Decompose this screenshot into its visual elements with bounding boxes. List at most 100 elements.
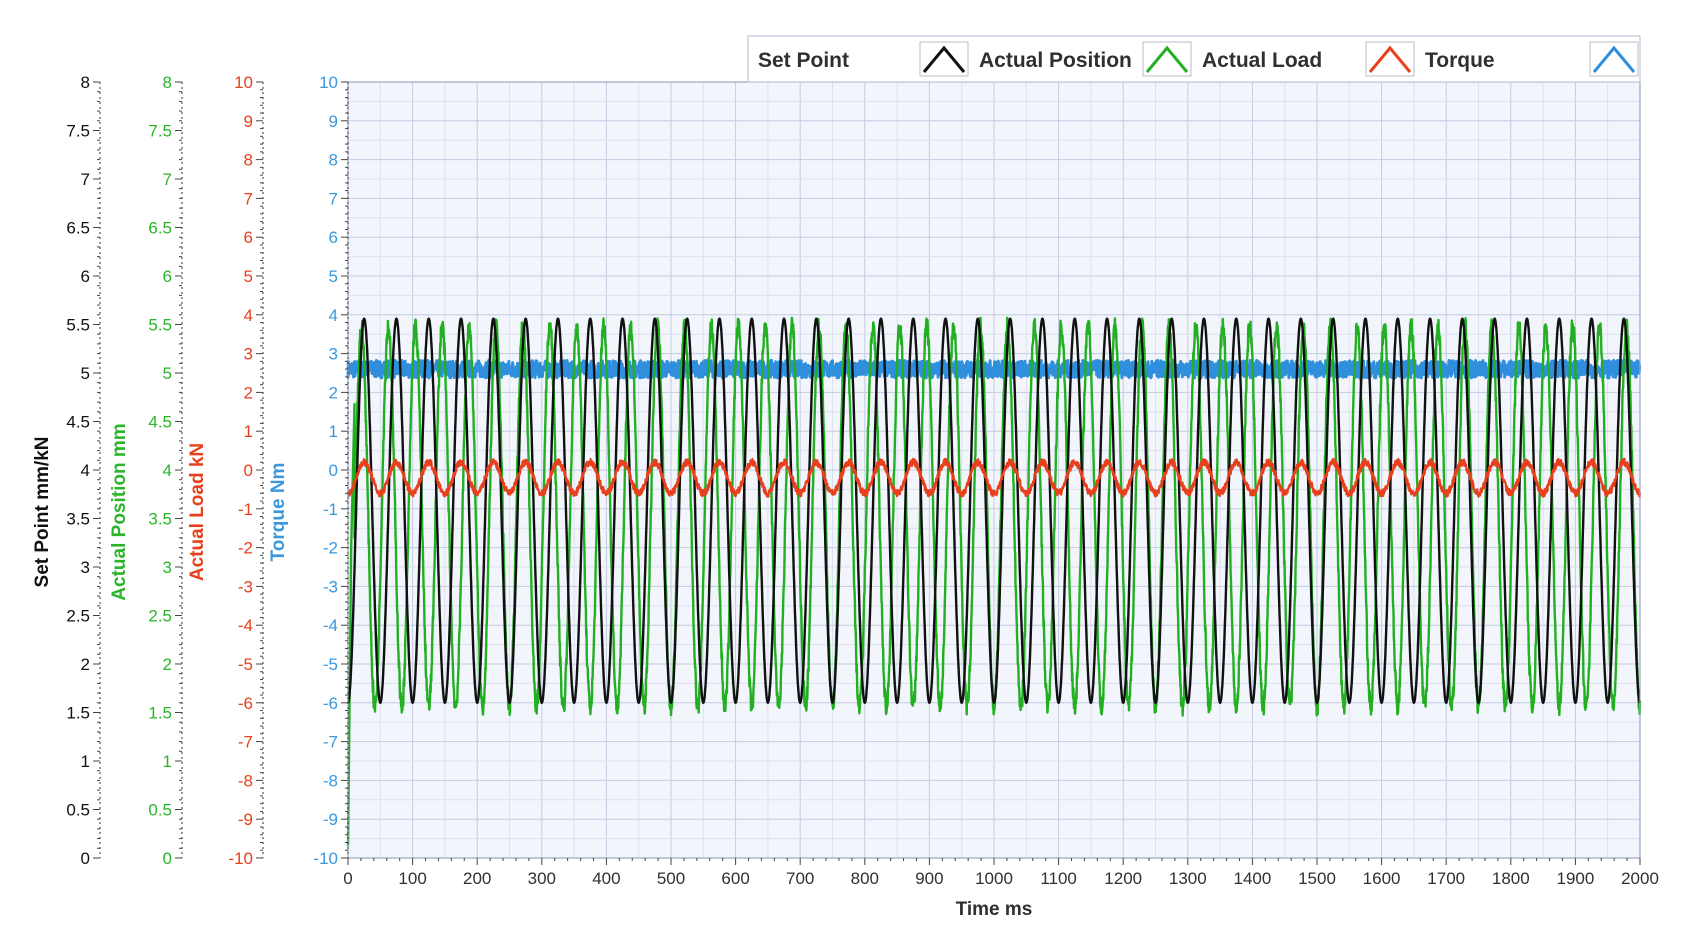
x-tick-label: 600 (721, 869, 749, 888)
y-tick-label: -1 (238, 500, 253, 519)
legend-swatch-actual-load (1365, 41, 1415, 77)
y-tick-label: 4 (244, 306, 253, 325)
legend-label-actual-load: Actual Load (1202, 49, 1322, 72)
x-tick-label: 2000 (1621, 869, 1659, 888)
y-axis-title: Actual Load kN (187, 443, 208, 581)
y-tick-label: -8 (238, 771, 253, 790)
y-tick-label: 2 (163, 655, 172, 674)
y-tick-label: -5 (238, 655, 253, 674)
y-tick-label: 6 (244, 228, 253, 247)
series-line-set-point (347, 317, 1641, 704)
y-tick-label: 6 (329, 228, 338, 247)
x-tick-label: 900 (915, 869, 943, 888)
x-axis: 0 100 200 300 400 500 600 700 800 900 1000 1100 1200… (343, 858, 1659, 888)
y-axis-3: -10-9-8-7-6-5-4-3-2-1012345678910Torque … (268, 73, 349, 868)
y-tick-label: 2.5 (148, 607, 172, 626)
x-tick-label: 300 (528, 869, 556, 888)
y-tick-label: 7 (81, 170, 90, 189)
y-tick-label: 2 (329, 383, 338, 402)
y-tick-label: 4 (163, 461, 172, 480)
y-tick-label: 5 (244, 267, 253, 286)
x-tick-label: 1600 (1363, 869, 1401, 888)
y-axes: 0 0.5 1 1.5 2 2.5 3 3.5 4 4.5 5 5.5 6 6.5 7 7.5 8 Set Poi… (32, 73, 349, 868)
x-tick-label: 1400 (1233, 869, 1271, 888)
y-axis-title: Actual Position mm (109, 423, 130, 600)
x-tick-label: 1900 (1556, 869, 1594, 888)
x-tick-label: 500 (657, 869, 685, 888)
y-tick-label: 8 (244, 151, 253, 170)
y-tick-label: 5.5 (66, 316, 90, 335)
y-tick-label: -3 (238, 577, 253, 596)
y-tick-label: 1.5 (66, 704, 90, 723)
y-tick-label: 0.5 (66, 801, 90, 820)
y-tick-label: -6 (238, 694, 253, 713)
y-tick-label: 1 (163, 752, 172, 771)
legend-swatch-torque (1589, 41, 1639, 77)
legend: Set Point Actual Position Actual Load To… (747, 35, 1641, 83)
y-tick-label: -10 (313, 849, 338, 868)
y-tick-label: 3 (81, 558, 90, 577)
x-tick-label: 1300 (1169, 869, 1207, 888)
y-axis-0: 0 0.5 1 1.5 2 2.5 3 3.5 4 4.5 5 5.5 6 6.5 7 7.5 8 Set Poi… (32, 73, 101, 868)
y-tick-label: -5 (323, 655, 338, 674)
y-tick-label: 5 (81, 364, 90, 383)
y-tick-label: 1 (329, 422, 338, 441)
x-tick-label: 1500 (1298, 869, 1336, 888)
y-tick-label: 3.5 (66, 510, 90, 529)
x-tick-label: 1700 (1427, 869, 1465, 888)
legend-box (747, 35, 1641, 83)
y-tick-label: -9 (323, 810, 338, 829)
y-tick-label: -1 (323, 500, 338, 519)
y-tick-label: 0 (244, 461, 253, 480)
series-layer (346, 316, 1642, 847)
y-axis-1: 0 0.5 1 1.5 2 2.5 3 3.5 4 4.5 5 5.5 6 6.5 7 7.5 8 Actual … (109, 73, 183, 868)
legend-label-actual-position: Actual Position (979, 49, 1132, 72)
y-tick-label: 1 (244, 422, 253, 441)
y-tick-label: -7 (238, 733, 253, 752)
x-axis-title: Time ms (956, 899, 1033, 920)
y-tick-label: 8 (329, 151, 338, 170)
y-tick-label: 0 (329, 461, 338, 480)
y-tick-label: 4 (329, 306, 338, 325)
y-tick-label: 2 (244, 383, 253, 402)
y-tick-label: 7 (163, 170, 172, 189)
y-tick-label: -6 (323, 694, 338, 713)
y-tick-label: -4 (323, 616, 338, 635)
x-tick-label: 400 (592, 869, 620, 888)
x-tick-label: 0 (343, 869, 352, 888)
y-tick-label: -7 (323, 733, 338, 752)
y-tick-label: 6.5 (148, 219, 172, 238)
y-axis-2: -10-9-8-7-6-5-4-3-2-1012345678910Actual … (187, 73, 264, 868)
legend-label-torque: Torque (1425, 49, 1495, 72)
series-line-actual-load (346, 457, 1642, 498)
y-tick-label: 2 (81, 655, 90, 674)
x-tick-label: 1200 (1104, 869, 1142, 888)
y-tick-label: 6.5 (66, 219, 90, 238)
legend-label-set-point: Set Point (758, 49, 849, 72)
y-tick-label: 9 (329, 112, 338, 131)
y-tick-label: -9 (238, 810, 253, 829)
x-tick-label: 800 (851, 869, 879, 888)
y-tick-label: 5 (163, 364, 172, 383)
y-tick-label: -2 (238, 539, 253, 558)
y-tick-label: 3 (329, 345, 338, 364)
legend-swatch-actual-position (1142, 41, 1192, 77)
y-tick-label: -10 (228, 849, 253, 868)
y-tick-label: 5 (329, 267, 338, 286)
y-tick-label: 10 (234, 73, 253, 92)
y-axis-title: Torque Nm (268, 463, 289, 562)
y-tick-label: 8 (81, 73, 90, 92)
y-tick-label: 3.5 (148, 510, 172, 529)
y-tick-label: -2 (323, 539, 338, 558)
y-tick-label: 4.5 (66, 413, 90, 432)
y-tick-label: 4.5 (148, 413, 172, 432)
y-tick-label: 7 (244, 189, 253, 208)
y-tick-label: 7 (329, 189, 338, 208)
y-tick-label: 1 (81, 752, 90, 771)
y-tick-label: 9 (244, 112, 253, 131)
x-tick-label: 1000 (975, 869, 1013, 888)
y-tick-label: 8 (163, 73, 172, 92)
y-tick-label: 3 (244, 345, 253, 364)
x-tick-label: 1800 (1492, 869, 1530, 888)
